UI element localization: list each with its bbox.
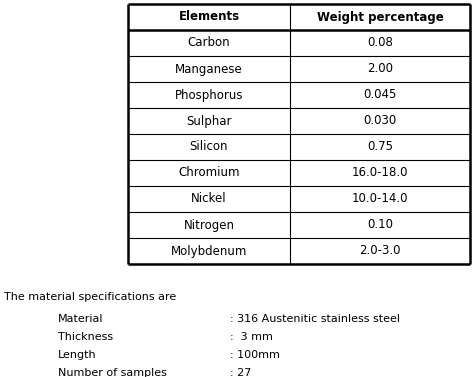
- Text: Manganese: Manganese: [175, 63, 243, 75]
- Text: Carbon: Carbon: [188, 37, 230, 49]
- Text: Chromium: Chromium: [178, 167, 240, 179]
- Text: Thickness: Thickness: [58, 332, 113, 342]
- Text: 2.0-3.0: 2.0-3.0: [359, 245, 401, 257]
- Text: Nickel: Nickel: [191, 193, 227, 205]
- Text: :  3 mm: : 3 mm: [230, 332, 273, 342]
- Text: : 27: : 27: [230, 368, 251, 377]
- Text: 10.0-14.0: 10.0-14.0: [352, 193, 408, 205]
- Text: : 316 Austenitic stainless steel: : 316 Austenitic stainless steel: [230, 314, 400, 324]
- Text: The material specifications are: The material specifications are: [4, 292, 176, 302]
- Text: 0.08: 0.08: [367, 37, 393, 49]
- Text: Number of samples: Number of samples: [58, 368, 167, 377]
- Text: 2.00: 2.00: [367, 63, 393, 75]
- Text: Weight percentage: Weight percentage: [317, 11, 443, 23]
- Text: 0.75: 0.75: [367, 141, 393, 153]
- Text: 0.030: 0.030: [364, 115, 397, 127]
- Text: : 100mm: : 100mm: [230, 350, 280, 360]
- Text: Silicon: Silicon: [190, 141, 228, 153]
- Text: Sulphar: Sulphar: [186, 115, 232, 127]
- Text: Nitrogen: Nitrogen: [183, 219, 235, 231]
- Text: Material: Material: [58, 314, 103, 324]
- Text: 16.0-18.0: 16.0-18.0: [352, 167, 408, 179]
- Text: Elements: Elements: [178, 11, 239, 23]
- Text: 0.045: 0.045: [363, 89, 397, 101]
- Text: Length: Length: [58, 350, 97, 360]
- Text: Molybdenum: Molybdenum: [171, 245, 247, 257]
- Text: 0.10: 0.10: [367, 219, 393, 231]
- Text: Phosphorus: Phosphorus: [175, 89, 243, 101]
